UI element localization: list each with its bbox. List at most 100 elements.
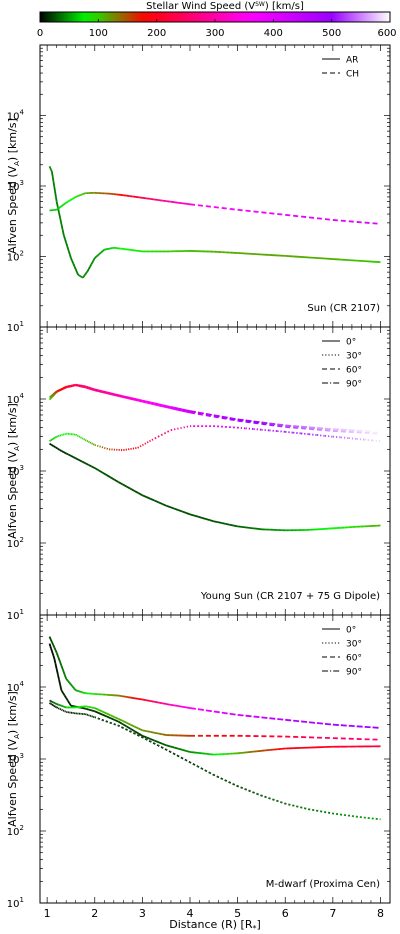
series-segment (153, 499, 159, 504)
colorbar-title: Stellar Wind Speed (VSW) [km/s] (146, 1, 304, 12)
series-segment (62, 235, 66, 240)
series-segment (53, 705, 56, 708)
series-segment (48, 397, 52, 401)
series-segment (76, 434, 80, 438)
series-segment (154, 731, 159, 735)
series-segment (86, 439, 89, 443)
series-segment (201, 516, 207, 520)
legend-label: 30° (346, 352, 362, 362)
series-segment (126, 396, 131, 399)
series-segment (340, 724, 349, 727)
series-segment (59, 388, 62, 391)
series-segment (126, 696, 131, 699)
series-segment (181, 757, 187, 761)
series-segment (134, 697, 139, 700)
series-segment (177, 747, 183, 751)
series-segment (150, 731, 155, 734)
series-segment (364, 260, 373, 263)
series-segment (217, 521, 222, 524)
series-segment (110, 717, 115, 721)
series-segment (181, 748, 187, 752)
y-axis-label: Alfven Speed (VA) [km/s] (6, 118, 21, 254)
series-segment (316, 257, 325, 260)
series-segment (81, 192, 84, 196)
series-segment (130, 730, 135, 735)
series-segment (85, 271, 88, 274)
series-segment (185, 202, 191, 206)
series-segment (221, 711, 230, 715)
series-segment (71, 685, 75, 689)
series-segment (167, 429, 172, 433)
series-segment (118, 718, 123, 722)
legend-label: 0° (346, 338, 356, 348)
series-segment (78, 194, 81, 197)
series-segment (114, 719, 119, 723)
series-segment (221, 415, 230, 419)
series-segment (52, 704, 55, 707)
series-segment (217, 776, 223, 780)
series-segment (146, 736, 151, 740)
series-segment (82, 276, 85, 279)
series-segment (134, 732, 139, 737)
series-segment (145, 496, 151, 500)
series-segment (153, 742, 159, 747)
xtick-label: 1 (44, 907, 51, 920)
series-segment (253, 210, 262, 214)
series-segment (164, 430, 169, 435)
series-segment (356, 259, 365, 263)
series-segment (328, 811, 334, 815)
series-segment (169, 506, 175, 510)
series-segment (146, 440, 150, 444)
series-segment (94, 716, 100, 720)
series-segment (102, 390, 107, 394)
series-segment (213, 710, 222, 714)
series-segment (61, 387, 64, 390)
series-segment (237, 785, 242, 789)
ytick-label: 101 (7, 896, 24, 910)
series-segment (308, 426, 318, 429)
series-segment (55, 446, 58, 450)
series-segment (98, 717, 103, 721)
series-segment (169, 405, 175, 409)
series-segment (49, 699, 52, 702)
series-segment (205, 205, 214, 208)
series-segment (84, 462, 89, 466)
series-segment (65, 697, 69, 702)
series-segment (177, 408, 183, 412)
series-segment (52, 181, 56, 187)
series-segment (126, 725, 131, 730)
series-segment (253, 420, 262, 424)
series-segment (72, 456, 77, 460)
series-segment (78, 435, 81, 439)
series-segment (114, 716, 119, 720)
series-segment (83, 273, 86, 277)
series-segment (181, 202, 187, 205)
series-segment (213, 520, 218, 524)
series-segment (253, 791, 258, 795)
series-segment (84, 385, 88, 388)
series-segment (213, 414, 222, 418)
series-segment (76, 271, 79, 276)
series-segment (118, 724, 123, 729)
series-segment (352, 815, 357, 818)
series-segment (261, 422, 270, 426)
series-segment (68, 254, 72, 259)
series-segment (56, 703, 59, 706)
series-segment (197, 411, 207, 415)
ytick-label: 102 (7, 824, 24, 838)
series-30° (49, 702, 381, 821)
series-segment (197, 708, 207, 712)
series-segment (91, 259, 95, 263)
series-segment (71, 260, 75, 265)
series-segment (59, 708, 62, 711)
series-segment (48, 636, 52, 640)
ytick-label: 101 (7, 608, 24, 622)
series-segment (169, 750, 175, 755)
series-segment (285, 430, 294, 434)
series-segment (348, 437, 357, 440)
series-segment (106, 391, 111, 395)
series-segment (229, 417, 238, 421)
series-segment (154, 198, 159, 201)
series-segment (52, 392, 55, 396)
